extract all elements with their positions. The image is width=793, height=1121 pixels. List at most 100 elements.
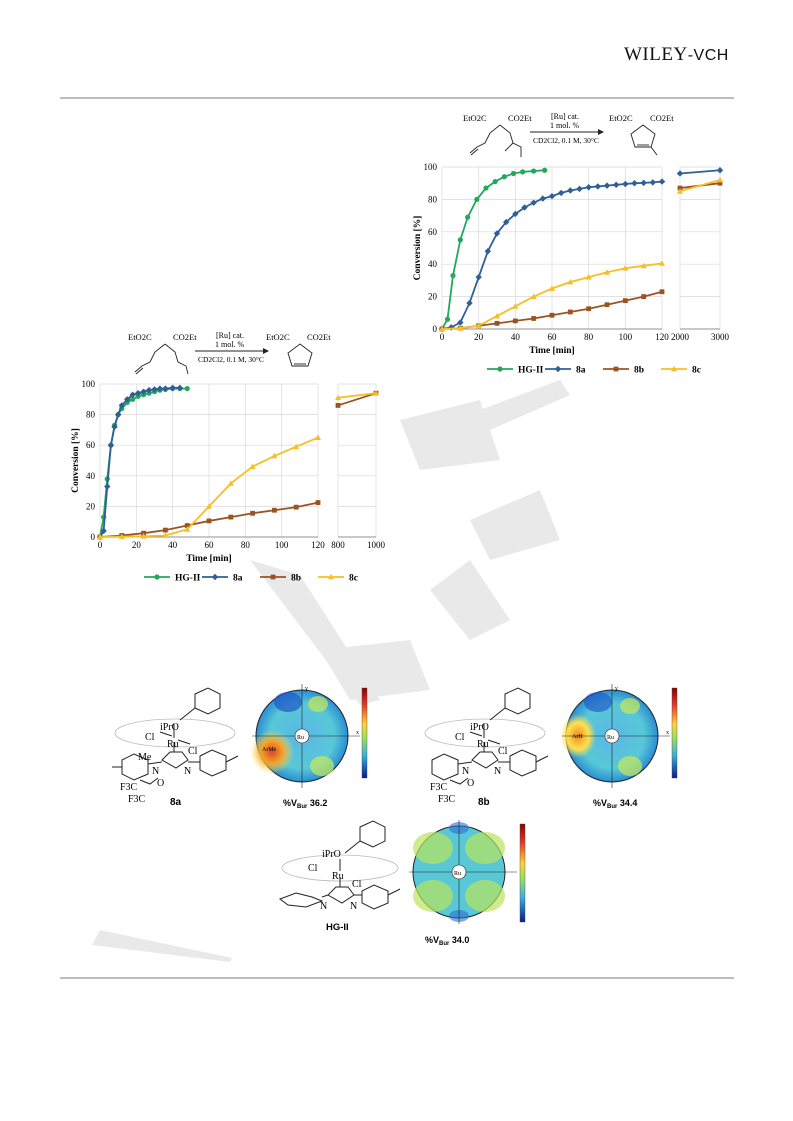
data-point-8a (114, 411, 122, 418)
publisher-sep: - (687, 47, 694, 64)
x-axis-label: Time [min] (186, 554, 231, 564)
data-point-8b (659, 289, 665, 295)
data-point-8a (466, 299, 473, 307)
data-point-8c (249, 463, 256, 470)
atom-n-2: N (184, 766, 191, 777)
map-arh-label: ArH (572, 734, 583, 740)
series-line-8a (99, 386, 180, 538)
data-point-8c (640, 262, 647, 269)
atom-cl-1: Cl (455, 732, 465, 743)
map-ru-circle (294, 728, 310, 744)
legend-label-8c: 8c (692, 366, 701, 376)
y-tick-label: 0 (433, 324, 438, 334)
data-point-8a (104, 483, 111, 490)
y-tick-label: 60 (86, 440, 96, 450)
series-line-break-8c (679, 179, 721, 193)
atom-cl-1: Cl (308, 863, 318, 874)
series-HG-II (97, 385, 190, 540)
8a-skeleton (112, 687, 239, 785)
x-tick-label: 100 (619, 332, 633, 342)
vbur-label-8b: %VBur 34.4 (593, 798, 637, 810)
data-point-8a (521, 204, 528, 211)
x-tick-label: 60 (548, 332, 558, 342)
legend-label-8a: 8a (233, 574, 243, 584)
map-y-letter: y (305, 686, 308, 692)
data-point-8b (677, 185, 683, 191)
data-point-8a (169, 384, 176, 392)
data-point-8c (206, 503, 212, 509)
data-point-8a (585, 184, 592, 191)
map-ru-label: Ru (454, 871, 461, 877)
hgii-skeleton (278, 820, 401, 910)
reaction-arrowhead (263, 348, 269, 354)
y-tick-label: 100 (82, 379, 96, 389)
data-point-8b (567, 309, 573, 315)
data-point-8a (502, 218, 510, 226)
atom-ru: Ru (477, 739, 489, 750)
map-coldspot-1 (584, 692, 612, 712)
data-point-8b (604, 302, 610, 308)
atom-o: O (157, 778, 164, 789)
data-point-8a (530, 199, 537, 206)
data-point-8c (494, 312, 500, 319)
legend-marker-HG-II (497, 366, 503, 372)
structure-8a: iPrO Cl Ru Cl Me N N O F3C F3C 8a (112, 687, 239, 808)
data-point-HG-II (474, 196, 480, 202)
y-tick-label: 60 (428, 227, 438, 237)
data-point-8c (162, 532, 169, 538)
x-tick-label: 0 (440, 332, 445, 342)
x-tick-label-break: 1000 (367, 540, 386, 550)
atom-iPrO: iPrO (160, 722, 179, 733)
data-point-8a (658, 178, 666, 185)
legend-marker-8a (211, 573, 219, 581)
map-arme-label: ArMe (262, 747, 277, 753)
data-point-HG-II (501, 174, 507, 180)
atom-f3c-2: F3C (438, 794, 456, 805)
legend-label-8b: 8b (634, 366, 644, 376)
atom-iPrO: iPrO (470, 722, 489, 733)
y-axis-label: Conversion [%] (71, 428, 81, 493)
y-tick-label: 0 (91, 532, 96, 542)
data-point-8c (530, 293, 537, 299)
data-point-8a (100, 527, 107, 535)
vbur-label-8a: %VBur 36.2 (283, 798, 327, 810)
data-point-8c (335, 394, 341, 401)
data-point-HG-II (531, 168, 537, 174)
data-point-8a (140, 388, 147, 395)
x-tick-label: 120 (311, 540, 325, 550)
data-point-8a (612, 181, 620, 189)
x-tick-label: 0 (98, 540, 103, 550)
data-point-8a (447, 324, 455, 331)
data-point-8a (111, 423, 118, 431)
data-point-HG-II (184, 385, 190, 392)
data-point-HG-II (465, 214, 471, 220)
data-point-8a (576, 185, 583, 193)
series-line-break-8a (679, 169, 721, 175)
data-point-8b (206, 518, 212, 524)
data-point-8b (494, 320, 500, 326)
data-point-8c (549, 285, 555, 291)
data-point-8a (548, 192, 556, 200)
data-point-8a (129, 391, 136, 398)
data-point-8b (272, 507, 277, 513)
map-y-letter: y (615, 686, 618, 692)
x-tick-label: 40 (511, 332, 520, 342)
data-point-8c (604, 269, 610, 275)
data-point-8b (512, 318, 518, 324)
x-tick-label-break: 800 (331, 540, 345, 550)
colorbar-8a (361, 687, 368, 779)
y-tick-label: 80 (428, 194, 438, 204)
reaction-arrowhead (598, 129, 604, 135)
map-greenspot-3 (413, 880, 453, 912)
data-point-8b (250, 510, 255, 516)
legend-marker-8b (270, 574, 276, 580)
orbit-ellipse (424, 718, 546, 748)
data-point-HG-II (542, 167, 548, 173)
loading-label: 1 mol. % (550, 121, 579, 130)
y-tick-label: 40 (86, 471, 96, 481)
legend-label-8c: 8c (349, 574, 358, 584)
y-axis-label: Conversion [%] (413, 216, 423, 281)
data-point-HG-II (520, 169, 526, 175)
map-x-letter: x (356, 730, 359, 736)
